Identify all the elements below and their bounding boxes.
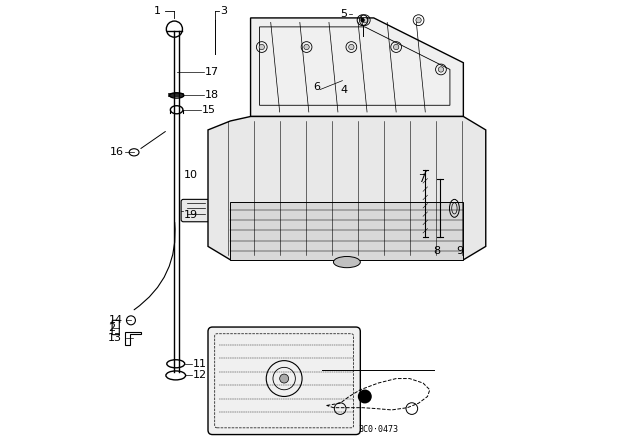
Text: 18: 18 (204, 90, 218, 100)
Text: 12: 12 (193, 370, 207, 380)
Circle shape (362, 17, 367, 23)
Polygon shape (230, 202, 463, 260)
Ellipse shape (333, 256, 360, 268)
Text: 16: 16 (109, 147, 124, 157)
Circle shape (304, 44, 309, 50)
Text: 7: 7 (418, 174, 425, 184)
Text: 1: 1 (154, 6, 161, 16)
Text: 14: 14 (109, 315, 123, 325)
Text: 19: 19 (184, 210, 198, 220)
Text: 10: 10 (184, 170, 197, 180)
Text: 4: 4 (340, 85, 348, 95)
Circle shape (358, 390, 371, 403)
Text: 17: 17 (204, 67, 218, 77)
Circle shape (360, 18, 365, 22)
Text: 15: 15 (202, 105, 216, 115)
Polygon shape (208, 116, 486, 260)
Circle shape (416, 17, 421, 23)
FancyBboxPatch shape (208, 327, 360, 435)
Circle shape (280, 374, 289, 383)
Circle shape (259, 44, 264, 50)
Text: 3C0·0473: 3C0·0473 (358, 425, 398, 434)
Text: 3: 3 (220, 6, 227, 16)
Circle shape (349, 44, 354, 50)
Text: 9: 9 (457, 246, 464, 256)
Polygon shape (251, 18, 463, 116)
Circle shape (438, 67, 444, 72)
Text: 11: 11 (193, 359, 207, 369)
Text: 13: 13 (108, 333, 122, 343)
Text: 8: 8 (433, 246, 440, 256)
FancyBboxPatch shape (181, 199, 210, 222)
Text: 5: 5 (340, 9, 347, 19)
Text: 2: 2 (109, 323, 116, 333)
Text: 6: 6 (314, 82, 320, 92)
Circle shape (394, 44, 399, 50)
